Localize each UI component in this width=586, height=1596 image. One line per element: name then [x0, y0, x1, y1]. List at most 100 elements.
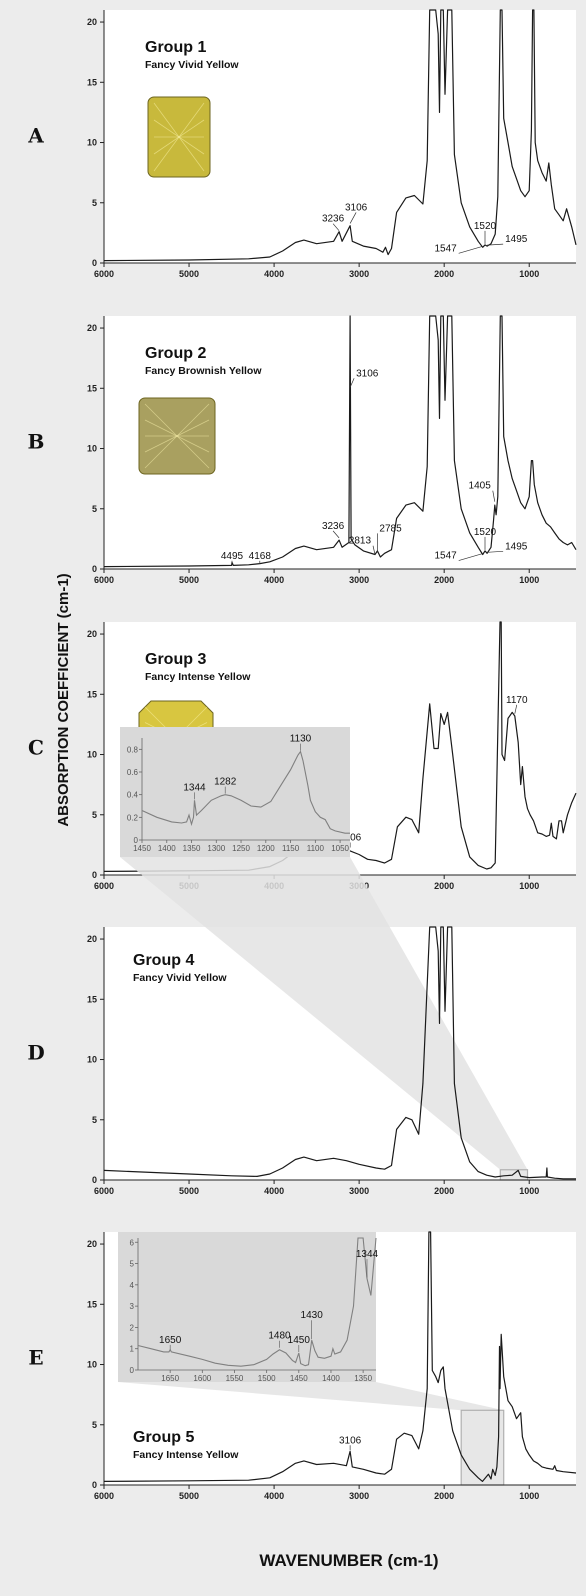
annotation-leader	[514, 704, 518, 714]
diamond-facet	[144, 403, 210, 469]
inset-x-tick-label: 1400	[322, 1374, 340, 1383]
y-tick-label: 15	[87, 383, 97, 393]
inset-pointer-shade	[120, 857, 528, 1180]
inset-annotation-label: 1344	[183, 782, 206, 793]
annotation-label: 3106	[356, 368, 379, 379]
inset-x-tick-label: 1500	[258, 1374, 276, 1383]
inset-x-tick-label: 1400	[158, 844, 176, 853]
annotation-label: 1520	[474, 221, 497, 232]
x-tick-label: 6000	[94, 575, 114, 585]
inset-y-tick-label: 5	[130, 1260, 135, 1269]
annotation-label: 1495	[505, 541, 528, 552]
inset-annotation-label: 1130	[290, 734, 312, 745]
annotation-leader	[458, 246, 483, 254]
y-tick-label: 15	[87, 994, 97, 1004]
y-tick-label: 0	[92, 1480, 97, 1490]
y-tick-label: 15	[87, 1299, 97, 1309]
y-tick-label: 10	[87, 750, 97, 760]
group-title: Group 4	[133, 952, 194, 969]
x-tick-label: 1000	[519, 1491, 539, 1501]
annotation-label: 1520	[474, 527, 497, 538]
inset-annotation-label: 1430	[301, 1310, 324, 1321]
x-tick-label: 4000	[264, 575, 284, 585]
panel-letter: C	[28, 736, 44, 760]
inset-y-tick-label: 2	[130, 1323, 135, 1332]
y-tick-label: 10	[87, 1360, 97, 1370]
inset-chart: 0 1 2 3 4 5 6 1650 1600 1550 1500 1450 1400 1350 1650 1…	[118, 1232, 379, 1383]
annotation-label: 1547	[434, 551, 457, 562]
spectrum-line	[103, 315, 577, 568]
annotation-leader	[492, 490, 496, 502]
panel-letter: E	[28, 1346, 43, 1370]
y-tick-label: 20	[87, 17, 97, 27]
annotation-label: 3106	[339, 832, 362, 843]
inset-y-tick-label: 1	[130, 1345, 135, 1354]
x-tick-label: 5000	[179, 1491, 199, 1501]
annotation-leader	[487, 243, 504, 246]
spectrum-line	[103, 9, 577, 262]
x-tick-label: 2000	[434, 881, 454, 891]
inset-background	[118, 1232, 376, 1382]
x-tick-label: 2000	[434, 269, 454, 279]
color-grade: Fancy Intense Yellow	[145, 671, 251, 683]
inset-x-tick-label: 1450	[133, 844, 151, 853]
inset-x-tick-label: 1350	[183, 844, 201, 853]
x-tick-label: 4000	[264, 1491, 284, 1501]
x-tick-label: 6000	[94, 269, 114, 279]
inset-y-tick-label: 0	[130, 1366, 135, 1375]
annotation-label: 3236	[322, 521, 345, 532]
annotation-leader	[349, 378, 355, 388]
panel-letter: A	[27, 124, 44, 148]
x-tick-label: 4000	[264, 269, 284, 279]
inset-annotation-label: 1282	[214, 777, 237, 788]
y-tick-label: 15	[87, 689, 97, 699]
x-tick-label: 3000	[349, 1491, 369, 1501]
annotation-leader	[349, 212, 357, 224]
inset-y-tick-label: 3	[130, 1302, 135, 1311]
x-tick-label: 1000	[519, 575, 539, 585]
inset-annotation-label: 1480	[268, 1331, 291, 1342]
spectrum-line	[103, 621, 577, 872]
color-grade: Fancy Brownish Yellow	[145, 365, 262, 377]
annotation-label: 4495	[221, 551, 244, 562]
y-tick-label: 20	[87, 934, 97, 944]
y-tick-label: 20	[87, 629, 97, 639]
y-tick-label: 20	[87, 1239, 97, 1249]
inset-x-tick-label: 1150	[282, 844, 300, 853]
color-grade: Fancy Intense Yellow	[133, 1449, 239, 1461]
x-tick-label: 6000	[94, 881, 114, 891]
annotation-leader	[332, 530, 340, 539]
inset-y-tick-label: 6	[130, 1238, 135, 1247]
x-tick-label: 1000	[519, 1186, 539, 1196]
x-tick-label: 2000	[434, 575, 454, 585]
inset-pointer-shade	[118, 1382, 504, 1485]
color-grade: Fancy Vivid Yellow	[145, 59, 239, 71]
group-title: Group 1	[145, 39, 206, 56]
y-tick-label: 5	[92, 504, 97, 514]
annotation-label: 1405	[469, 481, 492, 492]
annotation-leader	[372, 545, 376, 555]
annotation-label: 3106	[345, 202, 368, 213]
group-title: Group 3	[145, 651, 206, 668]
annotation-leader	[458, 553, 483, 561]
x-tick-label: 5000	[179, 1186, 199, 1196]
annotation-label: 1547	[434, 243, 457, 254]
inset-annotation-label: 1450	[288, 1335, 311, 1346]
x-tick-label: 3000	[349, 575, 369, 585]
inset-annotation-label: 1344	[356, 1249, 379, 1260]
inset-x-tick-label: 1350	[354, 1374, 372, 1383]
annotation-leader	[332, 223, 340, 231]
y-tick-label: 5	[92, 1115, 97, 1125]
inset-y-tick-label: 0.2	[127, 813, 139, 822]
x-tick-label: 3000	[349, 1186, 369, 1196]
inset-annotation-label: 1650	[159, 1335, 182, 1346]
y-tick-label: 10	[87, 1055, 97, 1065]
inset-x-tick-label: 1100	[307, 844, 325, 853]
inset-y-tick-label: 4	[130, 1281, 135, 1290]
y-tick-label: 5	[92, 198, 97, 208]
